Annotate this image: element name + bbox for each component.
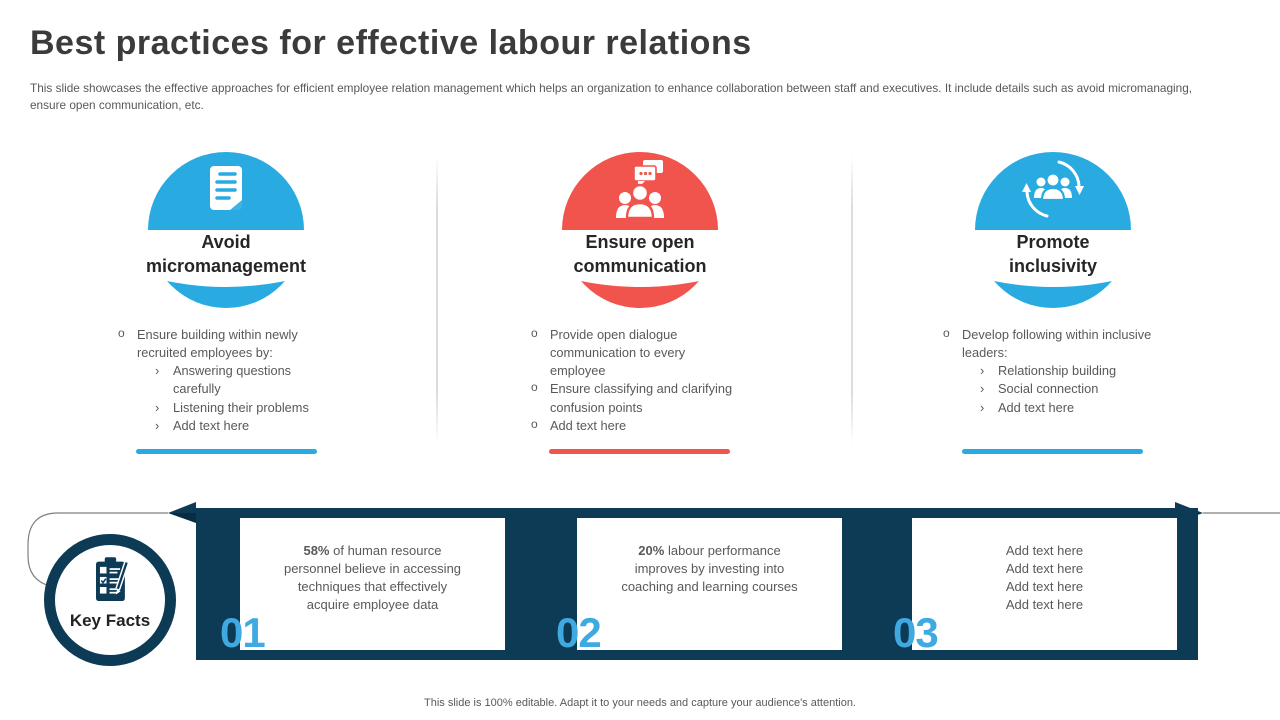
bullet-list-avoid-micromanagement: Ensure building within newly recruited e… <box>115 325 340 436</box>
column-avoid-micromanagement: Avoid micromanagement <box>96 150 356 460</box>
column-heading: Promote inclusivity <box>1008 232 1098 276</box>
bullet-item: Add text here <box>528 416 743 435</box>
fact-number-2: 02 <box>556 609 602 656</box>
sub-bullet-item: Add text here <box>155 417 340 436</box>
fact-number-3: 03 <box>893 609 939 656</box>
fact-card-3: Add text here Add text here Add text her… <box>912 518 1177 650</box>
fact-text: 58% of human resource personnel believe … <box>283 543 462 612</box>
sub-bullet-item: Relationship building <box>980 362 1162 381</box>
sub-bullet-item: Listening their problems <box>155 399 340 418</box>
sub-bullet-item: Add text here <box>980 399 1162 418</box>
sub-bullet-item: Answering questions carefully <box>155 362 340 398</box>
communication-icon <box>616 160 664 220</box>
accent-underline <box>136 449 317 454</box>
accent-underline <box>549 449 730 454</box>
ribbon-fold-right <box>1175 513 1203 523</box>
fact-number-1: 01 <box>220 609 266 656</box>
key-facts-label: Key Facts <box>69 611 151 630</box>
slide-description: This slide showcases the effective appro… <box>30 81 1193 113</box>
fact-card-1: 58% of human resource personnel believe … <box>240 518 505 650</box>
column-heading: Ensure open communication <box>573 232 707 276</box>
bullet-list-ensure-open-communication: Provide open dialogue communication to e… <box>528 325 743 435</box>
column-ensure-open-communication: Ensure open communication <box>510 150 770 460</box>
column-heading: Avoid micromanagement <box>145 232 307 276</box>
bullet-item: Develop following within inclusive leade… <box>940 325 1162 362</box>
column-promote-inclusivity: Promote inclusivity <box>923 150 1183 460</box>
bullet-list-promote-inclusivity: Develop following within inclusive leade… <box>940 325 1162 418</box>
ribbon-tip-right <box>1175 502 1203 513</box>
accent-underline <box>962 449 1143 454</box>
page-title: Best practices for effective labour rela… <box>30 24 752 62</box>
document-icon <box>210 166 242 210</box>
footer-note: This slide is 100% editable. Adapt it to… <box>424 697 856 709</box>
sub-bullet-item: Social connection <box>980 380 1162 399</box>
circle-graphic <box>973 152 1133 308</box>
bullet-item: Ensure building within newly recruited e… <box>115 325 340 362</box>
bullet-item: Ensure classifying and clarifying confus… <box>528 379 743 416</box>
ribbon-tip-left <box>168 502 196 513</box>
fact-text: 20% labour performance improves by inves… <box>621 543 798 594</box>
circle-graphic <box>146 152 306 308</box>
column-divider <box>436 155 438 445</box>
ribbon-fold-left <box>168 513 196 523</box>
bullet-item: Provide open dialogue communication to e… <box>528 325 743 380</box>
clipboard-checklist-icon <box>96 557 130 601</box>
key-facts-badge: Key Facts <box>44 534 176 666</box>
fact-card-2: 20% labour performance improves by inves… <box>577 518 842 650</box>
inclusivity-icon <box>1022 160 1084 218</box>
column-divider <box>851 155 853 445</box>
circle-graphic <box>560 152 720 308</box>
fact-text: Add text here Add text here Add text her… <box>1005 543 1084 612</box>
